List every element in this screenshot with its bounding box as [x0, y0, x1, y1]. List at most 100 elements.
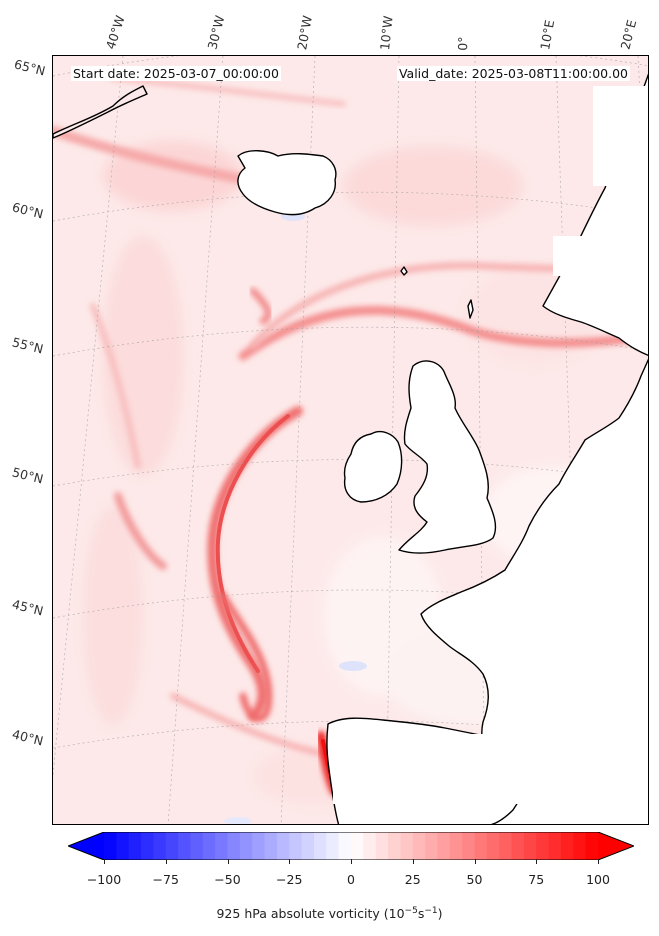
- colorbar-tick-label: −75: [152, 872, 179, 887]
- colorbar-bin: [585, 832, 599, 860]
- colorbar-bin: [412, 832, 426, 860]
- colorbar-bin: [215, 832, 229, 860]
- lon-label-40w: 40°W: [102, 13, 128, 51]
- colorbar-tick-label: 75: [528, 872, 545, 887]
- colorbar-tick-mark: [104, 859, 105, 864]
- band-south: [170, 693, 336, 759]
- colorbar-tick-label: 100: [586, 872, 610, 887]
- great-britain: [398, 360, 497, 554]
- colorbar-tick-label: 0: [347, 872, 355, 887]
- colorbar-tick-mark: [598, 859, 599, 864]
- colorbar-bin: [425, 832, 439, 860]
- colorbar-extend-high: [598, 832, 634, 860]
- lat-label-40n: 40°N: [10, 726, 45, 749]
- colorbar-bin: [313, 832, 327, 860]
- colorbar-bin: [326, 832, 340, 860]
- lon-label-0: 0°: [455, 36, 471, 51]
- lon-label-10w: 10°W: [377, 15, 396, 51]
- band-north: [53, 126, 258, 186]
- band-west: [114, 492, 167, 570]
- colorbar-bin: [227, 832, 241, 860]
- colorbar-bin: [462, 832, 476, 860]
- colorbar-bin: [548, 832, 562, 860]
- colorbar-bin: [239, 832, 253, 860]
- lat-label-60n: 60°N: [10, 199, 45, 222]
- colorbar-label-main: 925 hPa absolute vorticity (10: [216, 906, 405, 922]
- band-nw: [249, 287, 272, 325]
- colorbar-tick-mark: [227, 859, 229, 864]
- colorbar-bin: [486, 832, 500, 860]
- gridline-lat-65: [53, 56, 648, 77]
- colorbar-bin: [474, 832, 488, 860]
- colorbar-bin: [153, 832, 167, 860]
- lat-label-65n: 65°N: [12, 56, 47, 79]
- colorbar-bin: [128, 832, 142, 860]
- colorbar-bin: [449, 832, 463, 860]
- colorbar-bin: [536, 832, 550, 860]
- colorbar-bin: [523, 832, 537, 860]
- colorbar-tick-mark: [351, 859, 352, 864]
- gridline-lon-20w: [280, 56, 316, 824]
- colorbar-bin: [351, 832, 364, 860]
- lat-label-55n: 55°N: [10, 334, 45, 357]
- colorbar-bin: [388, 832, 401, 860]
- start-date-label: Start date: 2025-03-07_00:00:00: [71, 66, 281, 81]
- band-hook: [219, 592, 273, 722]
- colorbar-tick-mark: [536, 859, 538, 864]
- band-main-core: [215, 414, 290, 673]
- shetland: [467, 299, 474, 319]
- faroe-islands: [400, 266, 408, 276]
- lat-label-50n: 50°N: [10, 464, 45, 487]
- colorbar-bin: [511, 832, 525, 860]
- lon-label-20e: 20°E: [617, 18, 640, 51]
- colorbar-tick-mark: [165, 859, 167, 864]
- band-mid: [238, 305, 648, 361]
- gridline-lat-55: [53, 326, 648, 357]
- colorbar-extend-low: [68, 832, 104, 860]
- lon-label-10e: 10°E: [537, 18, 558, 51]
- gridline-lat-60: [53, 191, 648, 222]
- white-land-field: [333, 86, 648, 804]
- colorbar-bin: [400, 832, 414, 860]
- colorbar-bin: [375, 832, 389, 860]
- colorbar-label-exp1: −5: [404, 906, 418, 916]
- colorbar-tick-label: −100: [86, 872, 122, 887]
- colorbar: [68, 832, 634, 860]
- colorbar-bin: [499, 832, 513, 860]
- gridline-lon-0: [474, 56, 486, 824]
- gridline-lon-40w: [53, 56, 124, 779]
- colorbar-bin: [363, 832, 377, 860]
- colorbar-bin: [437, 832, 451, 860]
- lat-label-45n: 45°N: [10, 596, 45, 619]
- colorbar-bin: [338, 832, 352, 860]
- colorbar-tick-label: 25: [404, 872, 421, 887]
- colorbar-tick-label: −25: [276, 872, 303, 887]
- colorbar-bin: [252, 832, 266, 860]
- colorbar-bin: [560, 832, 574, 860]
- colorbar-bin: [165, 832, 179, 860]
- colorbar-bin: [116, 832, 130, 860]
- colorbar-tick-label: 50: [466, 872, 483, 887]
- colorbar-tick-mark: [289, 859, 291, 864]
- iceland: [237, 150, 337, 216]
- colorbar-bin: [202, 832, 216, 860]
- valid-date-label: Valid_date: 2025-03-08T11:00:00.00: [396, 66, 630, 81]
- colorbar-bin: [104, 832, 117, 860]
- greenland-coast: [53, 85, 148, 139]
- colorbar-bin: [190, 832, 204, 860]
- colorbar-bin: [264, 832, 278, 860]
- colorbar-label-end: ): [437, 906, 443, 922]
- band-west-2: [90, 303, 141, 469]
- gridline-lon-10e: [555, 56, 584, 824]
- colorbar-bin: [301, 832, 315, 860]
- lon-label-20w: 20°W: [294, 14, 315, 51]
- colorbar-bin: [141, 832, 154, 860]
- band-main: [207, 406, 303, 721]
- colorbar-label-exp2: −1: [424, 906, 438, 916]
- colorbar-bin: [573, 832, 587, 860]
- continental-europe: [420, 358, 648, 824]
- colorbar-tick-mark: [412, 859, 414, 864]
- map-canvas: [53, 56, 648, 824]
- ireland: [343, 430, 403, 503]
- colorbar-bin: [289, 832, 303, 860]
